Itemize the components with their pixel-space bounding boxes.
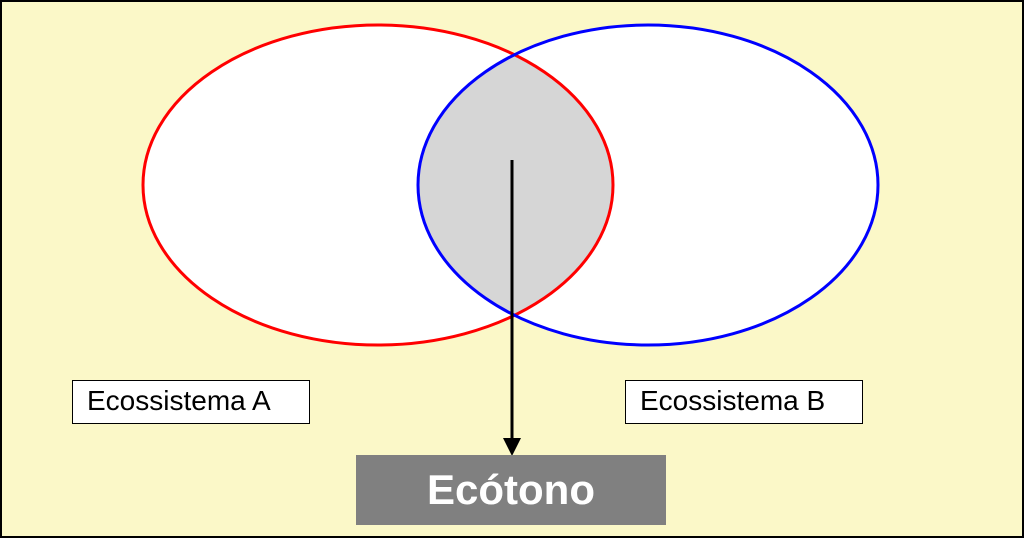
label-ecosystem-a: Ecossistema A	[72, 380, 310, 424]
label-ecosystem-b: Ecossistema B	[625, 380, 863, 424]
label-ecosystem-a-text: Ecossistema A	[87, 385, 271, 416]
diagram-canvas: Ecossistema A Ecossistema B Ecótono	[0, 0, 1024, 538]
label-ecotone-text: Ecótono	[427, 466, 595, 514]
label-ecotone: Ecótono	[356, 455, 666, 525]
label-ecosystem-b-text: Ecossistema B	[640, 385, 825, 416]
